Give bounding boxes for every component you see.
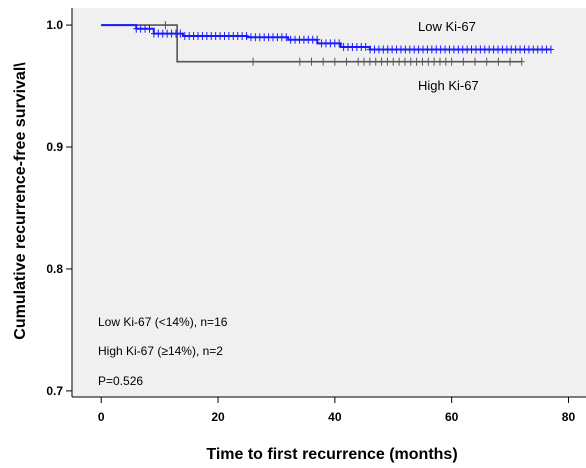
censor-mark-high (390, 57, 397, 66)
censor-mark-high (331, 57, 338, 66)
censor-mark-low (243, 32, 250, 41)
censor-mark-low (336, 39, 343, 48)
censor-mark-high (472, 57, 479, 66)
censor-mark-high (320, 57, 327, 66)
censor-mark-high (296, 57, 303, 66)
x-axis-title: Time to first recurrence (months) (206, 446, 457, 463)
censor-mark-high (518, 57, 525, 66)
censor-mark-high (396, 57, 403, 66)
censor-mark-high (413, 57, 420, 66)
censor-mark-high (378, 57, 385, 66)
x-tick-label: 80 (562, 410, 576, 424)
plot-background (72, 8, 586, 397)
censor-mark-low (283, 33, 290, 42)
censor-mark-high (495, 57, 502, 66)
y-tick-label: 1.0 (46, 18, 63, 32)
x-tick-label: 20 (211, 410, 225, 424)
censor-mark-high (425, 57, 432, 66)
censor-mark-high (372, 57, 379, 66)
censor-mark-high (355, 57, 362, 66)
y-axis-title: Cumulative recurrence-free survival\ (12, 62, 29, 340)
censor-mark-high (401, 57, 408, 66)
censor-mark-low (362, 43, 369, 52)
annotation-low-n: Low Ki-67 (<14%), n=16 (98, 315, 228, 329)
annotation-p-value: P=0.526 (98, 374, 143, 388)
x-tick-label: 0 (98, 410, 105, 424)
censor-mark-high (431, 57, 438, 66)
censor-mark-high (507, 57, 514, 66)
censor-mark-high (407, 57, 414, 66)
censor-mark-high (361, 57, 368, 66)
censor-mark-high (366, 57, 373, 66)
censor-mark-high (483, 57, 490, 66)
censor-mark-low (547, 45, 554, 54)
censor-mark-low (314, 35, 321, 44)
x-tick-label: 40 (328, 410, 342, 424)
series-label-high: High Ki-67 (418, 78, 479, 93)
censor-mark-high (308, 57, 315, 66)
censor-mark-high (250, 57, 257, 66)
y-tick-label: 0.8 (46, 262, 63, 276)
annotation-high-n: High Ki-67 (≥14%), n=2 (98, 344, 223, 358)
censor-mark-low (146, 24, 153, 33)
censor-mark-high (436, 57, 443, 66)
censor-mark-low (177, 29, 184, 38)
censor-mark-high (343, 57, 350, 66)
censor-mark-high (419, 57, 426, 66)
censor-mark-high (384, 57, 391, 66)
y-tick-label: 0.7 (46, 384, 63, 398)
y-tick-label: 0.9 (46, 140, 63, 154)
censor-mark-high (162, 21, 169, 30)
censor-mark-high (442, 57, 449, 66)
series-label-low: Low Ki-67 (418, 19, 476, 34)
censor-mark-high (448, 57, 455, 66)
x-tick-label: 60 (445, 410, 459, 424)
censor-mark-high (460, 57, 467, 66)
